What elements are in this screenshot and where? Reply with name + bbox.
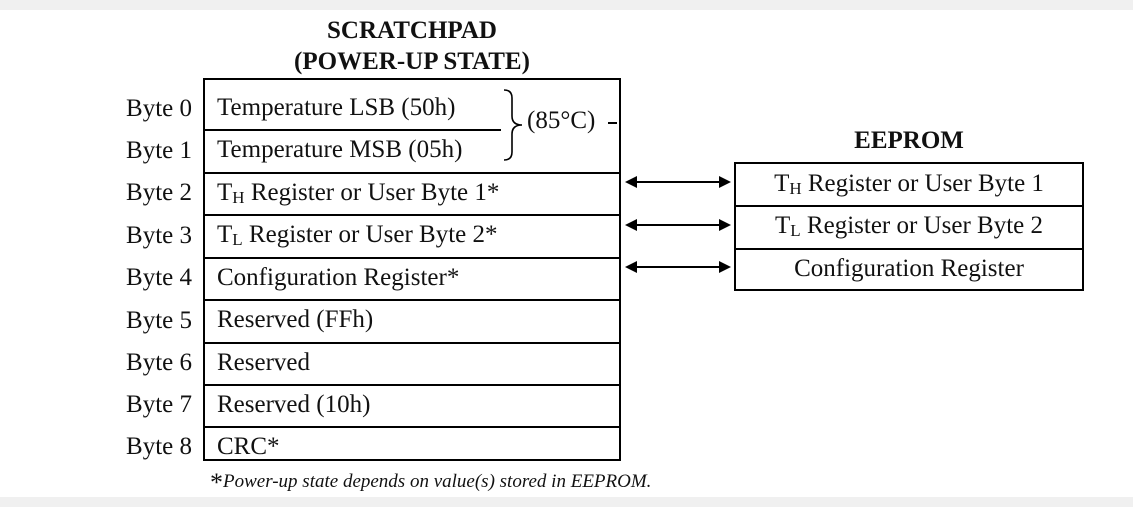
eeprom-row-config: Configuration Register: [736, 249, 1082, 291]
scratchpad-table: Temperature LSB (50h) Temperature MSB (0…: [203, 78, 621, 461]
scratchpad-row-byte4: Configuration Register*: [205, 258, 619, 300]
row-text: T: [217, 221, 233, 248]
row-text: CRC*: [217, 433, 280, 460]
row-divider: [205, 214, 619, 216]
scratchpad-row-byte5: Reserved (FFh): [205, 300, 619, 342]
row-text: Register or User Byte 2*: [242, 221, 498, 248]
byte-label: Byte 4: [126, 264, 192, 291]
scratchpad-subtitle: (POWER-UP STATE): [294, 48, 530, 75]
scratchpad-row-byte6: Reserved: [205, 343, 619, 385]
row-text: T: [217, 179, 233, 206]
subscript: H: [789, 179, 802, 198]
row-text: Register or User Byte 2: [800, 212, 1043, 239]
row-text: Register or User Byte 1: [801, 170, 1044, 197]
eeprom-row-tl: TL Register or User Byte 2: [736, 206, 1082, 248]
memory-map-diagram: SCRATCHPAD (POWER-UP STATE) EEPROM Byte …: [0, 10, 1133, 497]
row-divider: [736, 205, 1082, 207]
byte-label: Byte 6: [126, 349, 192, 376]
byte-label: Byte 1: [126, 137, 192, 164]
row-text: Configuration Register*: [217, 264, 460, 291]
byte-label: Byte 7: [126, 391, 192, 418]
eeprom-row-th: TH Register or User Byte 1: [736, 164, 1082, 206]
row-text: Temperature MSB (05h): [217, 136, 463, 163]
scratchpad-row-byte3: TL Register or User Byte 2*: [205, 215, 619, 257]
footnote-text: Power-up state depends on value(s) store…: [223, 471, 652, 492]
bidirectional-arrow-icon: [625, 219, 731, 231]
footnote: *Power-up state depends on value(s) stor…: [210, 464, 652, 497]
scratchpad-row-byte2: TH Register or User Byte 1*: [205, 173, 619, 215]
subscript: H: [232, 188, 245, 207]
scratchpad-row-byte8: CRC*: [205, 427, 619, 469]
scratchpad-title: SCRATCHPAD: [327, 17, 497, 44]
eeprom-table: TH Register or User Byte 1 TL Register o…: [734, 162, 1084, 291]
row-text: Register or User Byte 1*: [244, 179, 500, 206]
row-divider: [205, 384, 619, 386]
subscript: L: [790, 221, 801, 240]
eeprom-title: EEPROM: [854, 127, 964, 154]
footnote-star: *: [210, 468, 223, 497]
row-text: Reserved (FFh): [217, 306, 374, 333]
row-text: T: [774, 170, 790, 197]
row-text: T: [775, 212, 791, 239]
scratchpad-row-byte0: Temperature LSB (50h): [205, 88, 619, 130]
byte-label: Byte 2: [126, 179, 192, 206]
row-divider: [205, 342, 619, 344]
row-divider: [205, 257, 619, 259]
scratchpad-row-byte7: Reserved (10h): [205, 385, 619, 427]
row-text: Reserved (10h): [217, 391, 371, 418]
row-divider: [736, 248, 1082, 250]
temperature-annotation: (85°C): [527, 107, 596, 134]
row-divider: [205, 172, 619, 174]
scratchpad-row-byte1: Temperature MSB (05h): [205, 130, 619, 172]
subscript: L: [232, 230, 243, 249]
byte-label: Byte 3: [126, 222, 192, 249]
byte-label: Byte 8: [126, 433, 192, 460]
row-text: Reserved: [217, 349, 311, 376]
row-text: Temperature LSB (50h): [217, 94, 456, 121]
curly-brace-icon: [503, 89, 523, 161]
byte-label: Byte 5: [126, 307, 192, 334]
bidirectional-arrow-icon: [625, 261, 731, 273]
row-divider: [205, 129, 501, 131]
row-divider: [205, 426, 619, 428]
row-text: Configuration Register: [794, 255, 1024, 282]
bidirectional-arrow-icon: [625, 176, 731, 188]
row-divider: [205, 299, 619, 301]
annotation-tick: [608, 122, 617, 124]
byte-label: Byte 0: [126, 95, 192, 122]
